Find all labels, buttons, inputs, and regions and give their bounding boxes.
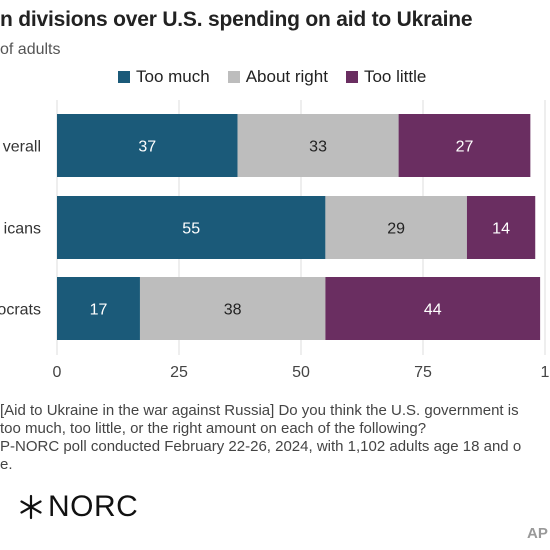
legend-swatch-about-right	[227, 71, 240, 83]
ap-credit: AP	[527, 525, 548, 542]
data-label-too-little-3: 44	[424, 302, 442, 319]
bar-about-right-1	[237, 114, 399, 177]
bar-about-right-2	[325, 196, 467, 259]
data-label-about-right-2: 29	[387, 221, 405, 238]
data-label-about-right-3: 38	[224, 302, 242, 319]
legend-swatch-too-little	[345, 71, 358, 83]
chart-legend: Too much About right Too little	[118, 67, 426, 87]
bar-too-much-2	[57, 196, 326, 259]
norc-logo-text: NORC	[48, 490, 139, 523]
data-label-too-much-3: 17	[90, 302, 108, 319]
legend-label-too-much: Too much	[136, 67, 210, 86]
data-label-too-much-2: 55	[182, 221, 200, 238]
note-line-3: P-NORC poll conducted February 22-26, 20…	[0, 438, 522, 455]
norc-logo: NORC	[18, 490, 138, 524]
legend-item-too-little: Too little	[345, 67, 427, 87]
category-label-2: icans	[4, 221, 41, 238]
bar-too-little-3	[325, 277, 541, 340]
x-tick-label-1: 25	[170, 364, 188, 381]
data-label-too-much-1: 37	[138, 139, 156, 156]
chart-title: n divisions over U.S. spending on aid to…	[0, 8, 473, 31]
legend-label-too-little: Too little	[363, 67, 427, 86]
bar-too-little-1	[398, 114, 531, 177]
category-label-3: ocrats	[0, 302, 41, 319]
x-tick-label-4: 1	[541, 364, 550, 381]
legend-item-about-right: About right	[227, 67, 328, 87]
bar-too-much-3	[57, 277, 140, 340]
stacked-bar-chart: 37 33 27 verall 55 29 14 icans 17 38 44 ocrats 0 25 50…	[0, 100, 550, 381]
bar-too-little-2	[466, 196, 536, 259]
note-line-4: e.	[0, 456, 13, 473]
x-tick-label-0: 0	[53, 364, 62, 381]
chart-notes: [Aid to Ukraine in the war against Russi…	[0, 402, 550, 474]
note-line-2: too much, too little, or the right amoun…	[0, 420, 427, 437]
chart-subtitle: of adults	[0, 41, 61, 58]
data-label-too-little-1: 27	[456, 139, 474, 156]
x-tick-label-3: 75	[414, 364, 432, 381]
legend-item-too-much: Too much	[118, 67, 210, 87]
star-burst-icon	[20, 494, 42, 520]
legend-label-about-right: About right	[245, 67, 328, 86]
x-tick-label-2: 50	[292, 364, 310, 381]
legend-swatch-too-much	[118, 71, 130, 83]
data-label-too-little-2: 14	[492, 221, 510, 238]
bar-about-right-3	[139, 277, 326, 340]
category-label-1: verall	[3, 139, 41, 156]
note-line-1: [Aid to Ukraine in the war against Russi…	[0, 402, 519, 419]
bar-too-much-1	[57, 114, 238, 177]
data-label-about-right-1: 33	[309, 139, 327, 156]
